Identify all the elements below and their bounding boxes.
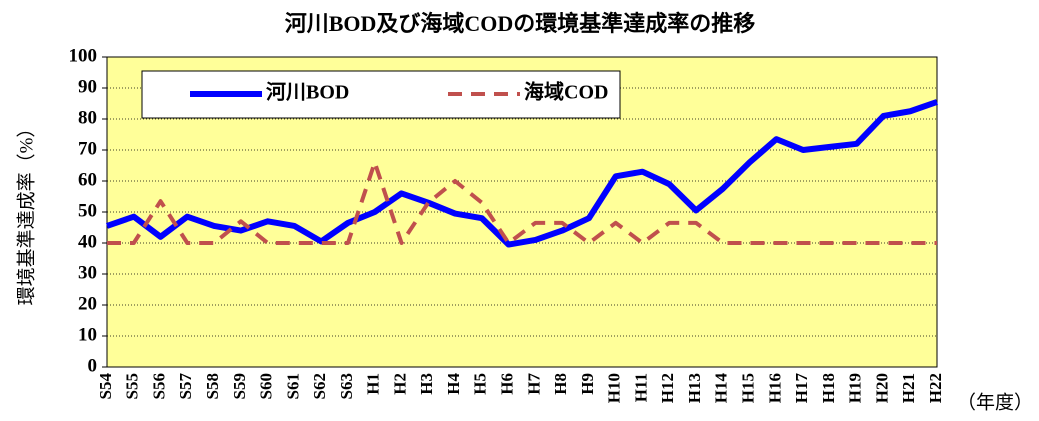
x-tick-label: H7 bbox=[524, 373, 543, 395]
x-tick-label: S61 bbox=[283, 373, 302, 399]
x-tick-label: H19 bbox=[846, 373, 865, 403]
x-tick-label: S57 bbox=[176, 373, 195, 400]
x-tick-label: H12 bbox=[658, 373, 677, 403]
y-tick-label: 20 bbox=[78, 293, 97, 314]
x-tick-label: H5 bbox=[471, 373, 490, 395]
x-tick-label: H3 bbox=[417, 373, 436, 395]
x-tick-label: S62 bbox=[310, 373, 329, 399]
y-tick-label: 30 bbox=[78, 262, 97, 283]
x-tick-label: S63 bbox=[337, 373, 356, 399]
y-tick-label: 100 bbox=[69, 45, 98, 66]
x-tick-label: H17 bbox=[792, 373, 811, 404]
x-tick-label: S58 bbox=[203, 373, 222, 399]
x-tick-label: H20 bbox=[872, 373, 891, 403]
x-tick-label: S59 bbox=[230, 373, 249, 399]
y-tick-label: 90 bbox=[78, 76, 97, 97]
x-tick-label: H8 bbox=[551, 373, 570, 395]
x-axis-label: （年度） bbox=[957, 391, 1033, 413]
y-tick-label: 10 bbox=[78, 324, 97, 345]
y-tick-label: 70 bbox=[78, 138, 97, 159]
x-tick-label: H13 bbox=[685, 373, 704, 403]
x-tick-label: S54 bbox=[96, 373, 115, 400]
legend-label: 河川BOD bbox=[266, 81, 349, 104]
y-tick-label: 40 bbox=[78, 231, 97, 252]
x-tick-label: H9 bbox=[578, 373, 597, 395]
series-line bbox=[107, 160, 937, 245]
y-tick-label: 60 bbox=[78, 169, 97, 190]
x-tick-label: H4 bbox=[444, 373, 463, 395]
x-tick-label: S60 bbox=[257, 373, 276, 399]
x-tick-label: H1 bbox=[364, 373, 383, 395]
x-tick-label: H11 bbox=[631, 373, 650, 402]
series-line bbox=[106, 99, 938, 248]
x-tick-label: S56 bbox=[149, 373, 168, 399]
x-tick-label: H15 bbox=[738, 373, 757, 403]
x-tick-label: H10 bbox=[605, 373, 624, 403]
x-tick-label: H6 bbox=[498, 373, 517, 395]
x-tick-label: H18 bbox=[819, 373, 838, 403]
x-tick-label: H2 bbox=[390, 373, 409, 395]
legend-label: 海域COD bbox=[524, 80, 608, 104]
y-tick-label: 0 bbox=[88, 355, 98, 376]
x-tick-label: H16 bbox=[765, 373, 784, 403]
x-tick-label: S55 bbox=[123, 373, 142, 399]
y-tick-label: 80 bbox=[78, 107, 97, 128]
x-tick-label: H14 bbox=[712, 373, 731, 404]
y-axis-label: 環境基準達成率（%） bbox=[15, 119, 37, 306]
y-tick-label: 50 bbox=[78, 200, 97, 221]
x-tick-label: H22 bbox=[926, 373, 945, 403]
x-tick-label: H21 bbox=[899, 373, 918, 403]
chart-title: 河川BOD及び海域CODの環境基準達成率の推移 bbox=[285, 11, 756, 36]
